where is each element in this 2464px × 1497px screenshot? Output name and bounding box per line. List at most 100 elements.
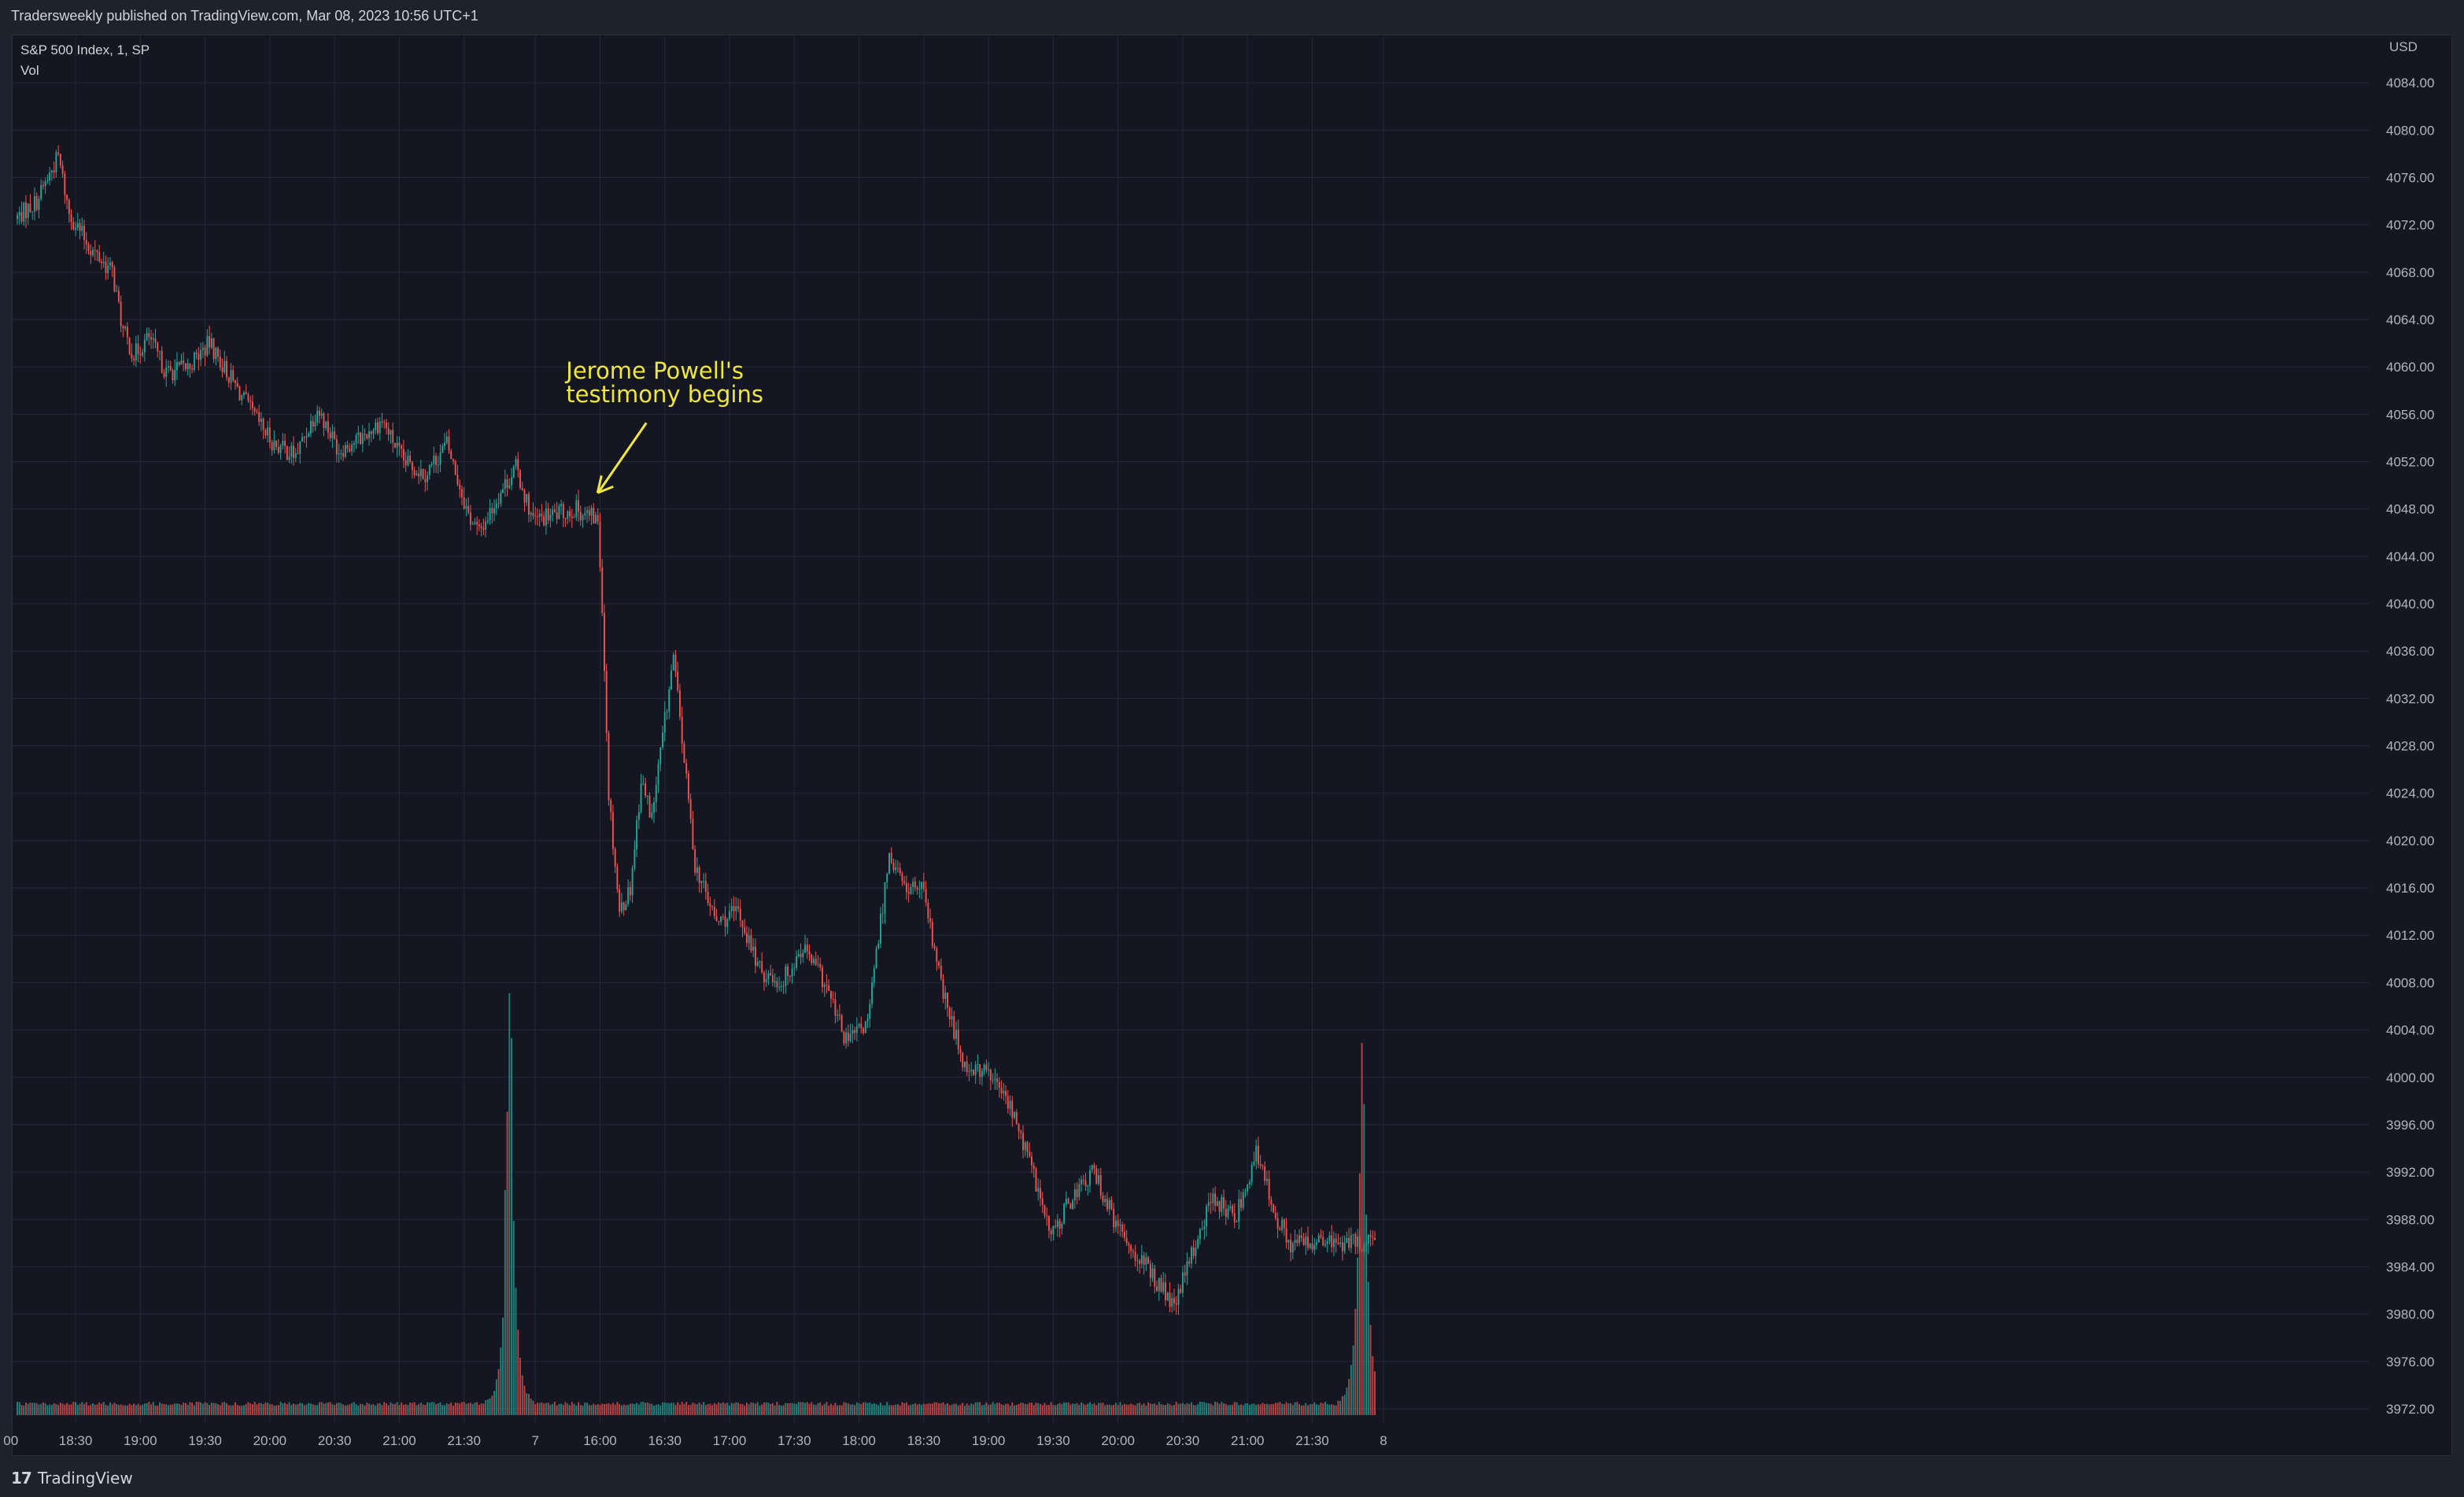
volume-bar: [1089, 1402, 1091, 1415]
candle-body: [264, 429, 267, 436]
volume-bar: [1073, 1403, 1076, 1415]
volume-bar: [271, 1404, 273, 1415]
candle-body: [87, 244, 90, 251]
volume-bar: [1024, 1403, 1026, 1415]
volume-bar: [895, 1404, 897, 1415]
volume-bar: [27, 1403, 29, 1415]
candle-body: [1121, 1224, 1124, 1232]
volume-bar: [102, 1402, 105, 1415]
candle-body: [303, 437, 305, 438]
candle-body: [1063, 1203, 1066, 1224]
volume-bar: [927, 1403, 929, 1415]
volume-bar: [200, 1402, 202, 1415]
candle-body: [1061, 1223, 1063, 1229]
candle-body: [232, 370, 235, 381]
volume-bar: [1212, 1405, 1214, 1415]
candle-body: [599, 521, 601, 567]
volume-bar: [1287, 1403, 1290, 1415]
volume-bar: [715, 1404, 718, 1415]
candle-body: [107, 265, 109, 274]
volume-bar: [338, 1402, 340, 1415]
candle-body: [133, 358, 135, 361]
candle-body: [357, 432, 360, 435]
candle-body: [1302, 1238, 1305, 1245]
volume-bar: [1341, 1396, 1343, 1415]
candle-body: [979, 1064, 981, 1077]
candle-body: [1093, 1165, 1095, 1169]
candle-body: [1331, 1235, 1333, 1248]
volume-bar: [368, 1403, 370, 1415]
candle-body: [1316, 1242, 1317, 1245]
candle-body: [922, 882, 925, 889]
candle-body: [1166, 1292, 1169, 1300]
volume-bar: [785, 1403, 787, 1415]
candle-body: [875, 948, 877, 969]
volume-bar: [642, 1402, 645, 1415]
volume-bar: [386, 1403, 387, 1415]
legend-symbol[interactable]: S&P 500 Index, 1, SP: [20, 43, 150, 57]
volume-bar: [977, 1402, 979, 1415]
candle-body: [619, 889, 621, 912]
volume-bar: [327, 1402, 329, 1415]
candle-body: [461, 489, 463, 497]
candle-body: [1328, 1235, 1331, 1242]
candle-body: [1197, 1238, 1199, 1248]
candle-body: [556, 512, 558, 519]
volume-bar: [541, 1402, 543, 1415]
candle-body: [131, 353, 133, 359]
volume-bar: [1022, 1403, 1024, 1415]
volume-bar: [1078, 1404, 1081, 1415]
candle-body: [756, 962, 759, 967]
candle-body: [938, 962, 940, 966]
candle-body: [1106, 1199, 1108, 1210]
candle-body: [409, 455, 412, 463]
volume-bar: [189, 1402, 191, 1415]
volume-bar: [622, 1404, 625, 1415]
volume-bar: [1015, 1404, 1018, 1415]
candle-body: [120, 301, 122, 327]
candle-body: [85, 239, 87, 245]
volume-bar: [79, 1403, 81, 1415]
candle-body: [1188, 1261, 1191, 1264]
volume-bar: [877, 1405, 880, 1415]
candle-body: [1354, 1234, 1357, 1247]
candle-body: [992, 1080, 994, 1081]
candle-body: [994, 1078, 996, 1081]
candle-body: [733, 906, 735, 911]
volume-bar: [888, 1405, 890, 1415]
volume-bar: [892, 1405, 895, 1415]
volume-bar: [357, 1405, 360, 1415]
candle-body: [282, 440, 284, 446]
volume-bar: [696, 1404, 698, 1415]
volume-bar: [1099, 1403, 1102, 1415]
candle-body: [236, 383, 238, 386]
candle-body: [715, 915, 718, 922]
legend-volume[interactable]: Vol: [20, 63, 39, 78]
volume-bar: [832, 1405, 834, 1415]
candle-body: [1020, 1131, 1022, 1133]
volume-bar: [578, 1402, 579, 1415]
volume-bar: [528, 1394, 530, 1415]
volume-bar: [896, 1403, 899, 1415]
candle-body: [227, 377, 230, 383]
volume-bar: [586, 1403, 588, 1415]
volume-bar: [1184, 1404, 1186, 1415]
volume-bar: [1326, 1404, 1328, 1415]
y-tick-label: 4044.00: [2386, 549, 2434, 564]
volume-bar: [616, 1402, 619, 1415]
candle-body: [700, 881, 703, 883]
candle-body: [219, 356, 221, 368]
candle-body: [877, 944, 880, 949]
candle-body: [817, 963, 819, 965]
candle-body: [955, 1029, 957, 1039]
volume-bar: [351, 1403, 353, 1415]
volume-bar: [133, 1403, 135, 1415]
candle-body: [689, 799, 692, 819]
tradingview-logo[interactable]: 17 TradingView: [11, 1469, 133, 1488]
volume-bar: [1242, 1405, 1244, 1415]
candle-body: [683, 743, 685, 763]
volume-bar: [948, 1405, 951, 1415]
candle-body: [567, 511, 569, 519]
volume-bar: [1055, 1405, 1057, 1415]
